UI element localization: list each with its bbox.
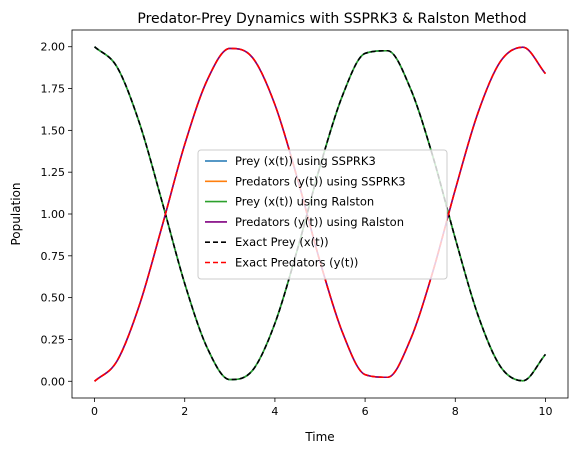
x-tick-label: 0: [91, 405, 98, 418]
y-axis-label: Population: [9, 182, 23, 245]
y-tick-label: 1.25: [41, 166, 66, 179]
y-tick-label: 0.00: [41, 375, 66, 388]
legend-label-2: Predators (y(t)) using SSPRK3: [235, 174, 406, 188]
chart-title: Predator-Prey Dynamics with SSPRK3 & Ral…: [137, 11, 526, 27]
x-tick-label: 6: [362, 405, 369, 418]
legend: Prey (x(t)) using SSPRK3 Predators (y(t))…: [197, 149, 448, 280]
y-tick-label: 0.25: [41, 333, 66, 346]
y-tick-label: 1.00: [41, 208, 66, 221]
y-axis-ticks: 0.00 0.25 0.50 0.75 1.00 1.25 1.50 1.75 2.00: [41, 41, 72, 388]
legend-label-1: Prey (x(t)) using SSPRK3: [235, 154, 376, 168]
legend-label-4: Predators (y(t)) using Ralston: [235, 215, 404, 229]
legend-label-5: Exact Prey (x(t)): [235, 235, 329, 249]
x-tick-label: 2: [181, 405, 188, 418]
x-axis-label: Time: [304, 430, 334, 444]
legend-label-3: Prey (x(t)) using Ralston: [235, 195, 374, 209]
y-tick-label: 0.75: [41, 250, 66, 263]
x-tick-label: 4: [271, 405, 278, 418]
legend-box: [197, 149, 448, 280]
y-tick-label: 2.00: [41, 41, 66, 54]
legend-label-6: Exact Predators (y(t)): [235, 256, 358, 270]
x-tick-label: 8: [452, 405, 459, 418]
y-tick-label: 0.50: [41, 292, 66, 305]
x-axis-ticks: 0 2 4 6 8 10: [91, 398, 552, 418]
x-tick-label: 10: [538, 405, 552, 418]
y-tick-label: 1.75: [41, 83, 66, 96]
y-tick-label: 1.50: [41, 124, 66, 137]
